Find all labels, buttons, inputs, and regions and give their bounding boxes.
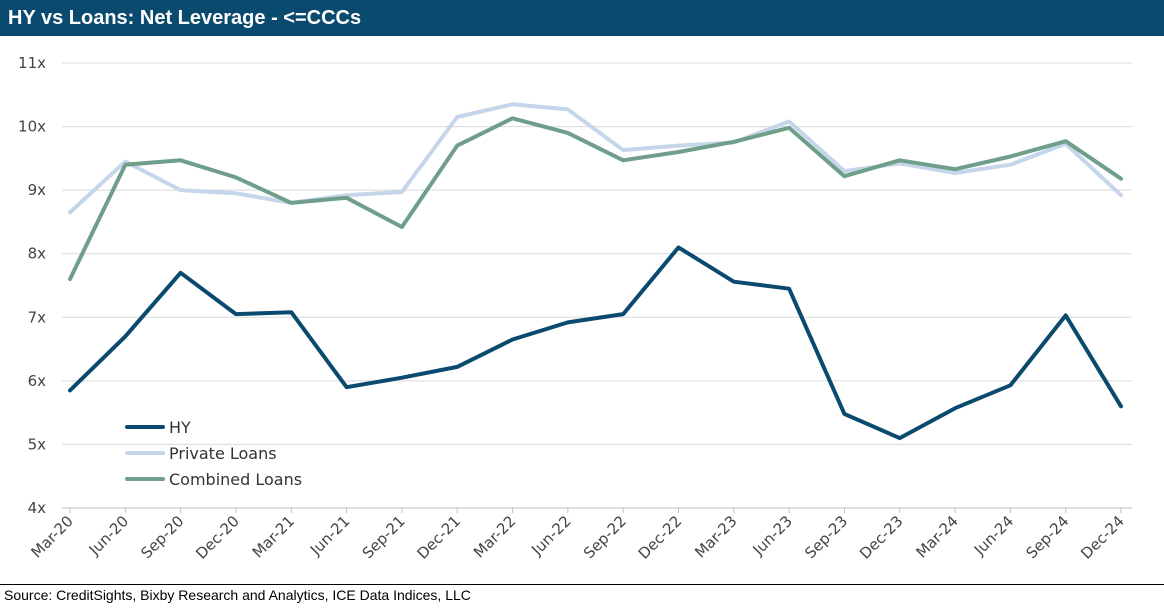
title-bar: HY vs Loans: Net Leverage - <=CCCs [0,0,1164,36]
x-tick-label: Dec-23 [856,512,907,563]
x-tick-label: Mar-21 [249,512,298,561]
source-divider [0,584,1164,585]
legend-label-hy: HY [169,418,191,437]
y-tick-label: 8x [28,245,47,263]
y-tick-label: 7x [28,308,47,326]
x-tick-label: Mar-24 [912,512,961,561]
x-tick-label: Sep-21 [359,512,409,562]
x-tick-label: Mar-20 [27,512,76,561]
x-tick-label: Jun-23 [749,512,796,559]
x-tick-label: Sep-22 [580,512,630,562]
x-tick-label: Mar-22 [470,512,519,561]
y-tick-label: 4x [28,499,47,517]
series-line-combined-loans [68,116,1123,282]
x-tick-label: Sep-24 [1022,512,1072,562]
x-tick-label: Dec-22 [635,512,686,563]
x-tick-label: Sep-20 [137,512,187,562]
legend-label-combined-loans: Combined Loans [169,470,302,489]
chart-title: HY vs Loans: Net Leverage - <=CCCs [8,7,362,29]
legend-label-private-loans: Private Loans [169,444,277,463]
x-tick-label: Dec-20 [192,512,243,563]
x-tick-label: Sep-23 [801,512,851,562]
y-tick-label: 6x [28,372,47,390]
y-tick-label: 10x [18,118,46,136]
x-tick-label: Dec-24 [1077,512,1128,563]
x-axis-ticks: Mar-20 Jun-20 Sep-20 Dec-20 Mar-21 Jun-21 Sep-… [27,508,1128,563]
series-line-hy [68,245,1123,441]
series-lines [68,102,1123,441]
y-tick-label: 5x [28,435,47,453]
x-tick-label: Jun-21 [306,512,353,559]
gridlines [62,62,1132,509]
x-tick-label: Jun-20 [85,512,132,559]
y-tick-label: 9x [28,181,47,199]
source-note: Source: CreditSights, Bixby Research and… [4,587,471,603]
y-axis-ticks: 4x 5x 6x 7x 8x 9x 10x 11x [18,54,46,517]
x-tick-label: Mar-23 [691,512,740,561]
legend: HY Private Loans Combined Loans [125,418,302,489]
x-tick-label: Dec-21 [413,512,464,563]
x-tick-label: Jun-22 [527,512,574,559]
y-tick-label: 11x [18,54,46,72]
x-tick-label: Jun-24 [970,512,1017,559]
series-line-private-loans [68,102,1123,215]
